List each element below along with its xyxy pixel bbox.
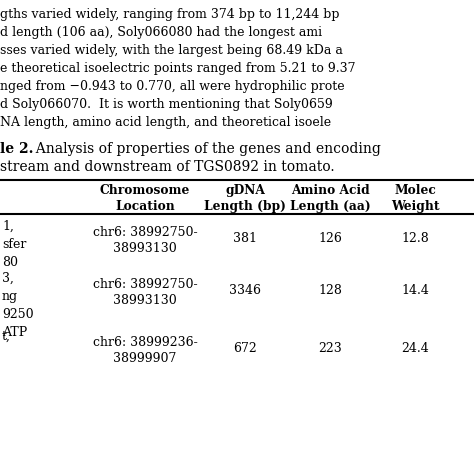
Text: d Soly066070.  It is worth mentioning that Soly0659: d Soly066070. It is worth mentioning tha… — [0, 98, 333, 111]
Text: 12.8: 12.8 — [401, 232, 429, 245]
Text: chr6: 38992750-
38993130: chr6: 38992750- 38993130 — [93, 226, 197, 255]
Text: chr6: 38999236-
38999907: chr6: 38999236- 38999907 — [92, 336, 197, 365]
Text: 3346: 3346 — [229, 284, 261, 297]
Text: 80: 80 — [2, 256, 18, 269]
Text: stream and downstream of TGS0892 in tomato.: stream and downstream of TGS0892 in toma… — [0, 160, 335, 174]
Text: 1,: 1, — [2, 220, 14, 233]
Text: gths varied widely, ranging from 374 bp to 11,244 bp: gths varied widely, ranging from 374 bp … — [0, 8, 339, 21]
Text: e theoretical isoelectric points ranged from 5.21 to 9.37: e theoretical isoelectric points ranged … — [0, 62, 356, 75]
Text: sfer: sfer — [2, 238, 27, 251]
Text: nged from −0.943 to 0.770, all were hydrophilic prote: nged from −0.943 to 0.770, all were hydr… — [0, 80, 345, 93]
Text: 672: 672 — [233, 342, 257, 355]
Text: Amino Acid
Length (aa): Amino Acid Length (aa) — [290, 184, 370, 213]
Text: Analysis of properties of the genes and encoding: Analysis of properties of the genes and … — [27, 142, 381, 156]
Text: chr6: 38992750-
38993130: chr6: 38992750- 38993130 — [93, 278, 197, 307]
Text: 126: 126 — [318, 232, 342, 245]
Text: 128: 128 — [318, 284, 342, 297]
Text: 223: 223 — [318, 342, 342, 355]
Text: le 2.: le 2. — [0, 142, 34, 156]
Text: 14.4: 14.4 — [401, 284, 429, 297]
Text: NA length, amino acid length, and theoretical isoele: NA length, amino acid length, and theore… — [0, 116, 331, 129]
Text: Molec
Weight: Molec Weight — [391, 184, 439, 213]
Text: Chromosome
Location: Chromosome Location — [100, 184, 190, 213]
Text: 381: 381 — [233, 232, 257, 245]
Text: d length (106 aa), Soly066080 had the longest ami: d length (106 aa), Soly066080 had the lo… — [0, 26, 322, 39]
Text: sses varied widely, with the largest being 68.49 kDa a: sses varied widely, with the largest bei… — [0, 44, 343, 57]
Text: 9250: 9250 — [2, 308, 34, 321]
Text: t,: t, — [2, 330, 11, 343]
Text: gDNA
Length (bp): gDNA Length (bp) — [204, 184, 286, 213]
Text: ng: ng — [2, 290, 18, 303]
Text: 24.4: 24.4 — [401, 342, 429, 355]
Text: 3,: 3, — [2, 272, 14, 285]
Text: ATP: ATP — [2, 326, 27, 339]
